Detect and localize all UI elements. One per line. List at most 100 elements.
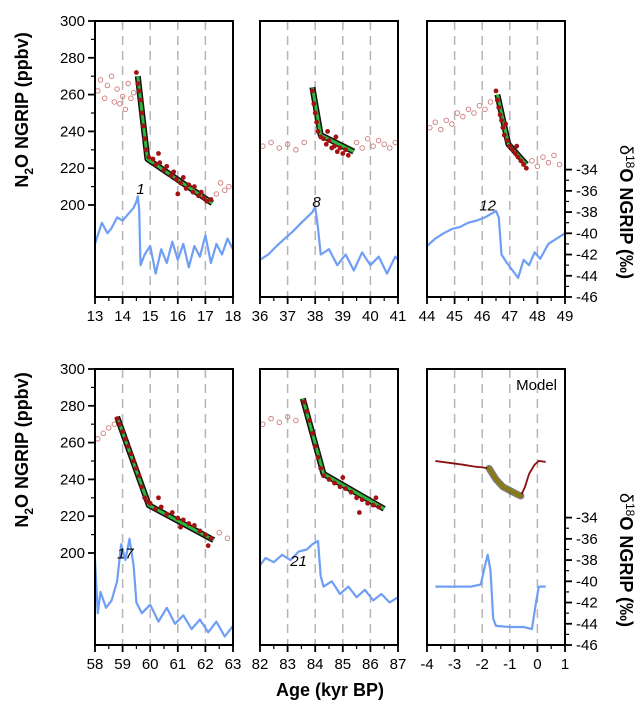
n2o-open-point [375, 137, 382, 144]
n2o-open-point [293, 147, 299, 153]
x-tick-label: -2 [476, 656, 489, 673]
x-tick-label: 59 [114, 656, 131, 673]
n2o-point [321, 473, 326, 479]
n2o-point [494, 97, 500, 103]
n2o-point [325, 129, 331, 134]
n2o-open-point [364, 136, 371, 142]
d18o-series-line [426, 209, 566, 279]
x-tick-label: 86 [362, 656, 379, 673]
n2o-point [140, 123, 146, 129]
n2o-point [312, 443, 318, 449]
n2o-point [146, 154, 152, 160]
x-tick-label: 83 [279, 656, 296, 673]
n2o-point [521, 162, 526, 167]
n2o-point [301, 399, 307, 405]
n2o-open-point [284, 141, 291, 148]
n2o-point [156, 495, 161, 501]
n2o-open-point [556, 161, 563, 168]
y-left-tick-label: 240 [60, 471, 85, 488]
svg-text:δ18O NGRIP (‰): δ18O NGRIP (‰) [616, 145, 637, 279]
x-tick-label: 84 [307, 656, 324, 673]
panel-frame [259, 20, 399, 298]
x-tick-label: 63 [225, 656, 242, 673]
n2o-point [122, 436, 128, 442]
n2o-point [164, 511, 170, 517]
n2o-point [171, 169, 177, 175]
x-tick-label: 18 [225, 308, 242, 325]
y-right-tick-label: -38 [576, 204, 598, 221]
n2o-open-point [465, 106, 472, 113]
n2o-open-point [545, 159, 552, 166]
n2o-open-point [130, 90, 137, 96]
n2o-open-point [100, 430, 107, 437]
left-axis-title-top: N2O NGRIP (ppbv) [12, 32, 36, 187]
x-tick-label: 49 [557, 308, 574, 325]
n2o-point [134, 70, 139, 75]
y-left-tick-label: 260 [60, 435, 85, 452]
n2o-point [370, 502, 376, 508]
n2o-point [343, 486, 348, 491]
n2o-point [143, 147, 149, 153]
panel-p21: 82 83 84 85 86 87 21 [252, 368, 406, 673]
n2o-open-point [432, 119, 439, 125]
n2o-open-point [370, 143, 376, 149]
model-n2o-highlight [487, 466, 523, 498]
n2o-point [120, 429, 125, 434]
panel-frame [94, 368, 234, 646]
n2o-fit-line [115, 416, 215, 542]
n2o-point [512, 151, 518, 156]
y-right-tick-label: -46 [576, 289, 598, 306]
d18o-series-line [435, 553, 546, 631]
n2o-open-point [119, 93, 126, 100]
n2o-point [153, 506, 159, 512]
n2o-point [500, 125, 506, 131]
n2o-point [356, 510, 362, 515]
n2o-point [191, 184, 197, 190]
n2o-point [496, 105, 502, 110]
n2o-open-point [476, 102, 483, 109]
svg-text:δ18O NGRIP (‰): δ18O NGRIP (‰) [616, 493, 637, 627]
n2o-open-point [471, 110, 477, 116]
svg-text:N2O NGRIP (ppbv): N2O NGRIP (ppbv) [12, 32, 36, 187]
n2o-point [493, 88, 499, 94]
n2o-point [499, 117, 504, 123]
n2o-point [365, 500, 371, 506]
x-tick-label: 13 [87, 308, 104, 325]
n2o-point [158, 504, 164, 510]
y-right-tick-label: -44 [576, 616, 598, 633]
y-left-tick-label: 220 [60, 160, 85, 177]
n2o-open-point [106, 425, 112, 431]
n2o-open-point [449, 121, 455, 127]
n2o-point [337, 484, 343, 490]
n2o-point [318, 465, 324, 471]
n2o-open-point [359, 145, 365, 151]
n2o-point [497, 112, 503, 118]
n2o-open-point [260, 421, 266, 427]
n2o-point [203, 532, 208, 537]
x-tick-label: 60 [142, 656, 159, 673]
y-right-tick-label: -36 [576, 531, 598, 548]
n2o-point [128, 451, 134, 457]
event-label: 8 [312, 194, 321, 211]
n2o-point [169, 510, 175, 515]
n2o-point [514, 143, 520, 149]
y-left-tick-label: 200 [60, 197, 85, 214]
x-tick-label: 61 [169, 656, 186, 673]
y-right-tick-label: -44 [576, 268, 598, 285]
n2o-point [340, 151, 346, 156]
x-tick-label: 58 [87, 656, 104, 673]
n2o-point [164, 163, 170, 169]
n2o-point [348, 489, 354, 495]
y-left-tick-label: 220 [60, 508, 85, 525]
n2o-open-point [114, 86, 120, 92]
n2o-point [131, 458, 137, 464]
x-tick-label: 15 [142, 308, 159, 325]
event-label: 1 [136, 181, 144, 198]
x-tick-label: 36 [252, 308, 269, 325]
panel-p1: 13 14 15 16 17 18 200 220 240 260 280 300 1 [60, 13, 241, 325]
y-right-tick-label: -38 [576, 552, 598, 569]
n2o-open-point [293, 417, 299, 424]
n2o-point [340, 475, 346, 480]
